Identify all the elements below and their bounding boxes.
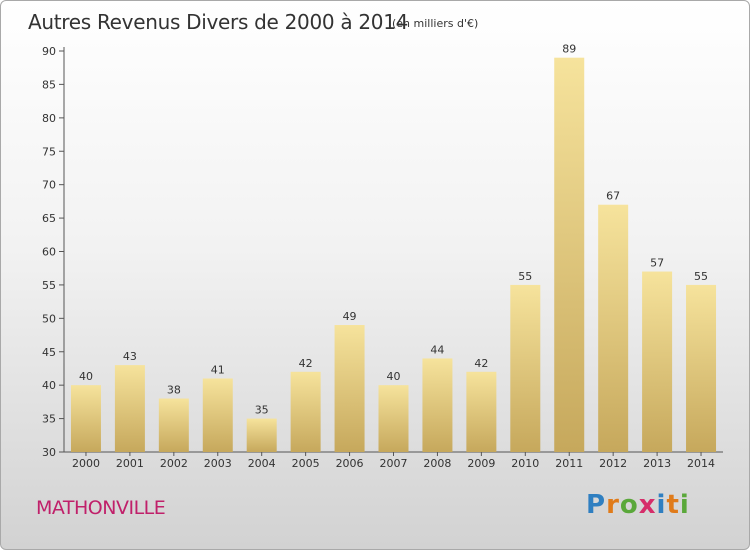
y-tick-label: 40: [42, 379, 56, 392]
x-tick-label: 2007: [380, 457, 408, 470]
x-tick-label: 2002: [160, 457, 188, 470]
bar-value-label: 41: [211, 363, 225, 376]
bar: [202, 378, 233, 452]
chart-title: Autres Revenus Divers de 2000 à 2014: [28, 10, 409, 34]
y-tick-label: 80: [42, 112, 56, 125]
logo-letter: r: [606, 490, 620, 520]
y-tick-label: 55: [42, 279, 56, 292]
bar-value-label: 89: [562, 43, 576, 56]
bar: [246, 418, 277, 452]
logo-letter: o: [619, 490, 639, 520]
bar-value-label: 55: [694, 270, 708, 283]
x-tick-label: 2004: [248, 457, 276, 470]
bar: [686, 284, 717, 452]
bar: [334, 325, 365, 452]
logo-letter: i: [656, 490, 667, 520]
data-labels: 40 43 38 41 35 42 49 40 44 42 55 89 67 57 55: [79, 43, 708, 417]
bar: [290, 371, 321, 452]
x-tick-label: 2010: [511, 457, 539, 470]
y-tick-label: 30: [42, 446, 56, 459]
bar-value-label: 67: [606, 190, 620, 203]
bar-value-label: 49: [343, 310, 357, 323]
bar: [466, 371, 497, 452]
bar: [642, 271, 673, 452]
logo-letter: t: [666, 490, 680, 520]
bar-value-label: 43: [123, 350, 137, 363]
x-tick-label: 2005: [292, 457, 320, 470]
x-tick-label: 2014: [687, 457, 715, 470]
x-tick-label: 2013: [643, 457, 671, 470]
bar-value-label: 42: [474, 357, 488, 370]
bar-value-label: 38: [167, 384, 181, 397]
y-tick-label: 75: [42, 145, 56, 158]
bar-value-label: 44: [430, 343, 444, 356]
x-tick-label: 2006: [336, 457, 364, 470]
bar-value-label: 42: [299, 357, 313, 370]
bar: [510, 284, 541, 452]
bar-value-label: 35: [255, 404, 269, 417]
bar: [70, 385, 101, 452]
proxiti-logo: Proxiti: [586, 490, 690, 520]
y-tick-label: 35: [42, 413, 56, 426]
bar-value-label: 57: [650, 257, 664, 270]
x-tick-label: 2009: [467, 457, 495, 470]
logo-letter: P: [586, 490, 607, 520]
bar-value-label: 55: [518, 270, 532, 283]
logo-letter: i: [679, 490, 690, 520]
y-tick-label: 85: [42, 78, 56, 91]
y-tick-label: 60: [42, 246, 56, 259]
bar-value-label: 40: [79, 370, 93, 383]
bar-value-label: 40: [387, 370, 401, 383]
location-name: MATHONVILLE: [36, 497, 166, 519]
x-tick-label: 2011: [555, 457, 583, 470]
chart-unit: (en milliers d'€): [392, 17, 479, 30]
bars: [70, 57, 717, 452]
bar: [114, 365, 145, 452]
bar: [422, 358, 453, 452]
x-tick-label: 2003: [204, 457, 232, 470]
bar: [158, 398, 189, 452]
y-tick-label: 45: [42, 346, 56, 359]
y-tick-label: 65: [42, 212, 56, 225]
x-tick-label: 2000: [72, 457, 100, 470]
axes: 30 35 40 45 50 55 60 65 70 75 80 85 90 2000 2001 2002 20…: [42, 45, 723, 470]
bar: [598, 204, 629, 452]
y-tick-label: 50: [42, 312, 56, 325]
x-tick-label: 2008: [423, 457, 451, 470]
bar: [378, 385, 409, 452]
x-tick-label: 2012: [599, 457, 627, 470]
y-tick-label: 90: [42, 45, 56, 58]
bar: [554, 57, 585, 452]
x-tick-label: 2001: [116, 457, 144, 470]
logo-letter: x: [638, 490, 657, 520]
y-tick-label: 70: [42, 179, 56, 192]
